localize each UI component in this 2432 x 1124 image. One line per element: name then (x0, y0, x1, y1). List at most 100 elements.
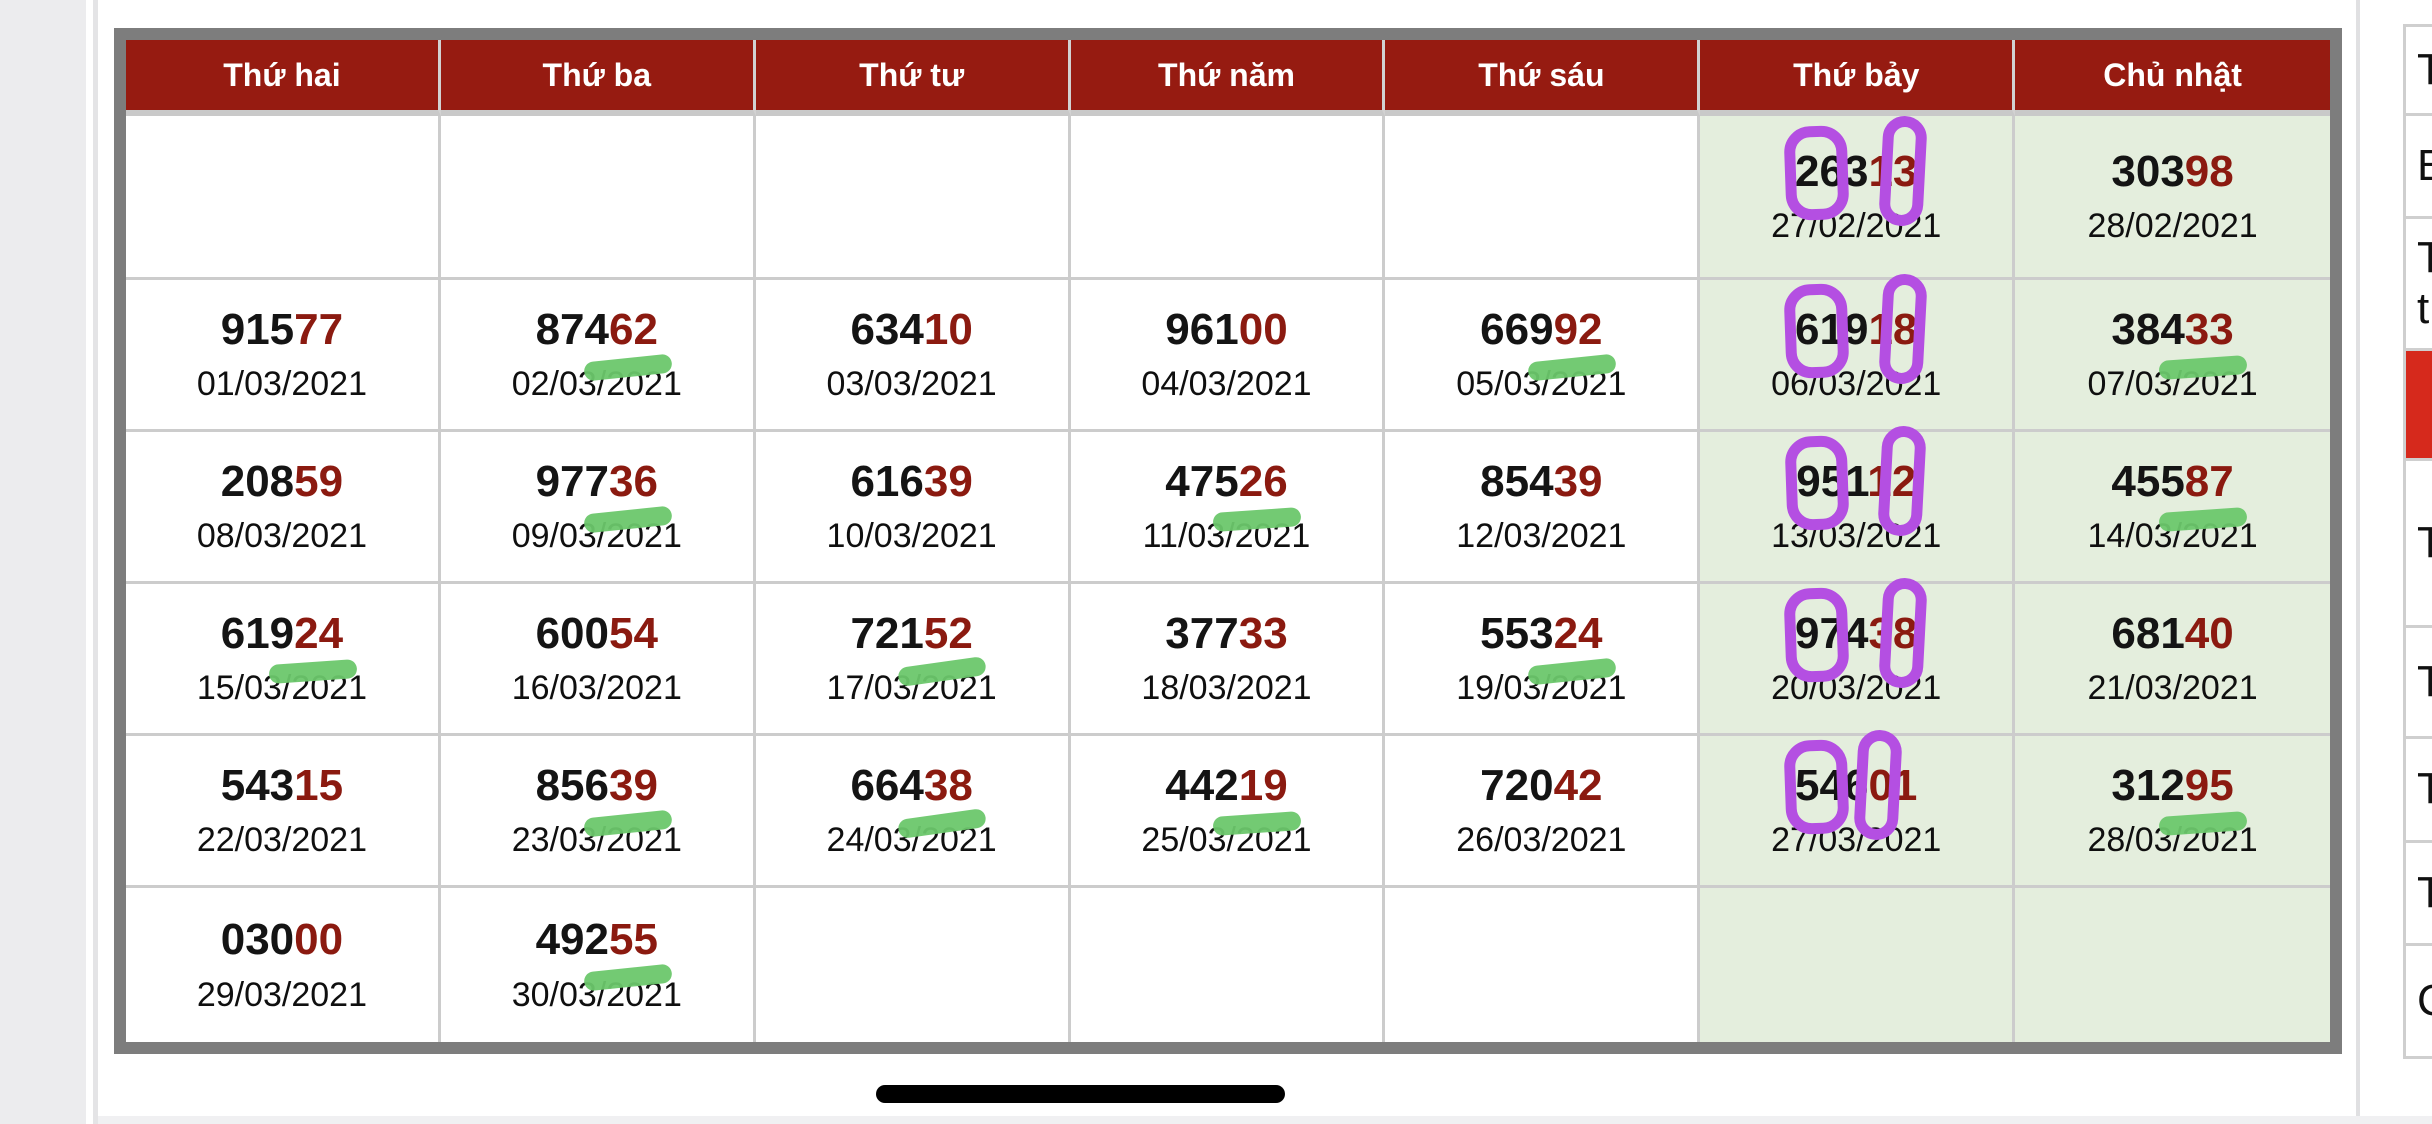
day-header-friday: Thứ sáu (1385, 40, 1701, 116)
number-red-digits: 77 (294, 304, 344, 354)
calendar-day-cell: 63410 03/03/2021 (755, 280, 1071, 432)
number-red-digits: 00 (294, 915, 344, 965)
number-red-digits: 39 (609, 760, 658, 810)
calendar-day-cell: 87462 02/03/2021 (440, 280, 756, 432)
number-red-digits: 24 (1553, 608, 1603, 658)
right-panel-cell-clipped: T (2406, 461, 2432, 628)
number-black-digits: 915 (220, 304, 295, 354)
lottery-number: 97736 (535, 456, 673, 534)
number-black-digits: 455 (2111, 456, 2185, 506)
day-header-tuesday: Thứ ba (440, 40, 756, 116)
lottery-number: 38433 (2111, 304, 2248, 380)
lottery-number: 95112 (1784, 424, 1928, 537)
cell-date: 21/03/2021 (2087, 669, 2258, 707)
cell-date: 28/02/2021 (2087, 207, 2258, 245)
cell-date: 06/03/2021 (1771, 365, 1942, 403)
cell-date: 12/03/2021 (1456, 517, 1627, 555)
number-red-digits: 87 (2184, 456, 2234, 506)
number-black-digits: 664 (850, 760, 924, 810)
calendar-day-cell: 72042 26/03/2021 (1385, 736, 1701, 888)
number-black-digits: 951 (1796, 456, 1868, 506)
number-red-digits: 26 (1238, 456, 1288, 506)
clipped-label: T (2417, 764, 2432, 815)
calendar-empty-cell (2015, 888, 2330, 1042)
number-red-digits: 40 (2184, 608, 2234, 658)
clipped-label: T (2417, 868, 2432, 919)
number-black-digits: 634 (850, 304, 924, 354)
number-red-digits: 52 (923, 608, 973, 658)
cell-date: 26/03/2021 (1456, 821, 1627, 859)
cell-date: 27/02/2021 (1771, 207, 1942, 245)
calendar-day-cell: 37733 18/03/2021 (1070, 584, 1386, 736)
calendar-empty-cell (755, 888, 1071, 1042)
number-black-digits: 619 (220, 608, 295, 658)
purple-circle-annotation (1877, 576, 1928, 689)
red-button-clipped[interactable] (2406, 351, 2432, 461)
number-black-digits: 263 (1795, 146, 1869, 196)
lottery-number: 20859 (220, 456, 343, 506)
lottery-number: 60054 (536, 608, 658, 658)
lottery-number: 66992 (1480, 305, 1617, 382)
number-black-digits: 546 (1795, 760, 1869, 810)
lottery-number: 85439 (1480, 457, 1602, 506)
calendar-day-cell: 97438 20/03/2021 (1700, 576, 2016, 736)
calendar-empty-cell (1070, 116, 1386, 280)
calendar-day-cell: 66992 05/03/2021 (1385, 280, 1701, 432)
number-red-digits: 39 (923, 456, 973, 506)
number-red-digits: 55 (609, 915, 658, 965)
number-red-digits: 54 (609, 608, 658, 658)
purple-circle-annotation (1783, 738, 1850, 835)
number-red-digits: 42 (1553, 760, 1603, 810)
calendar-day-cell: 96100 04/03/2021 (1070, 280, 1386, 432)
lottery-number: 61924 (220, 608, 358, 684)
calendar-grid: Thứ hai Thứ ba Thứ tư Thứ năm Thứ sáu Th… (126, 40, 2330, 1042)
calendar-day-cell: 60054 16/03/2021 (440, 584, 756, 736)
number-red-digits: 36 (609, 456, 658, 506)
number-black-digits: 977 (535, 456, 609, 506)
lottery-number: 72152 (850, 608, 988, 687)
purple-circle-annotation (1784, 434, 1850, 531)
clipped-label: T (2417, 518, 2432, 569)
clipped-label: T (2417, 233, 2432, 284)
purple-circle-annotation (1877, 424, 1928, 537)
number-black-digits: 377 (1165, 608, 1239, 658)
lottery-number: 30398 (2111, 146, 2233, 196)
number-black-digits: 312 (2111, 760, 2185, 810)
lottery-number: 26313 (1783, 114, 1928, 227)
number-black-digits: 619 (1795, 304, 1869, 354)
calendar-empty-cell (755, 116, 1071, 280)
cell-date: 08/03/2021 (196, 517, 367, 555)
day-header-monday: Thứ hai (126, 40, 441, 116)
right-edge-clipped-panel: TBTtTTTTC (2403, 24, 2432, 1059)
number-red-digits: 01 (1868, 760, 1918, 810)
calendar-day-cell: 95112 13/03/2021 (1700, 424, 2016, 584)
number-red-digits: 62 (609, 304, 658, 354)
calendar-empty-cell (126, 116, 441, 280)
lottery-number: 54601 (1783, 728, 1918, 841)
number-black-digits: 030 (220, 915, 295, 965)
purple-circle-annotation (1783, 586, 1850, 683)
number-black-digits: 208 (220, 456, 295, 506)
number-black-digits: 553 (1480, 608, 1554, 658)
calendar-day-cell: 26313 27/02/2021 (1700, 114, 2016, 280)
calendar-empty-cell (1385, 116, 1701, 280)
right-divider-line (2356, 0, 2360, 1124)
lottery-number: 96100 (1165, 305, 1287, 354)
calendar-empty-cell (1700, 888, 2016, 1042)
lottery-number: 72042 (1480, 760, 1603, 810)
cell-date: 10/03/2021 (826, 517, 997, 555)
number-red-digits: 19 (1238, 760, 1288, 810)
calendar-day-cell: 44219 25/03/2021 (1070, 736, 1386, 888)
lottery-number: 44219 (1165, 760, 1302, 836)
number-red-digits: 24 (294, 608, 344, 658)
number-red-digits: 33 (2184, 304, 2234, 354)
calendar-empty-cell (1385, 888, 1701, 1042)
calendar-empty-cell (1070, 888, 1386, 1042)
cell-date: 03/03/2021 (826, 365, 997, 403)
number-black-digits: 303 (2111, 146, 2185, 196)
calendar-day-cell: 61924 15/03/2021 (126, 584, 441, 736)
calendar-empty-cell (440, 116, 756, 280)
clipped-label: T (2417, 45, 2432, 96)
lottery-number: 03000 (220, 915, 344, 965)
lottery-number: 66438 (850, 760, 988, 839)
